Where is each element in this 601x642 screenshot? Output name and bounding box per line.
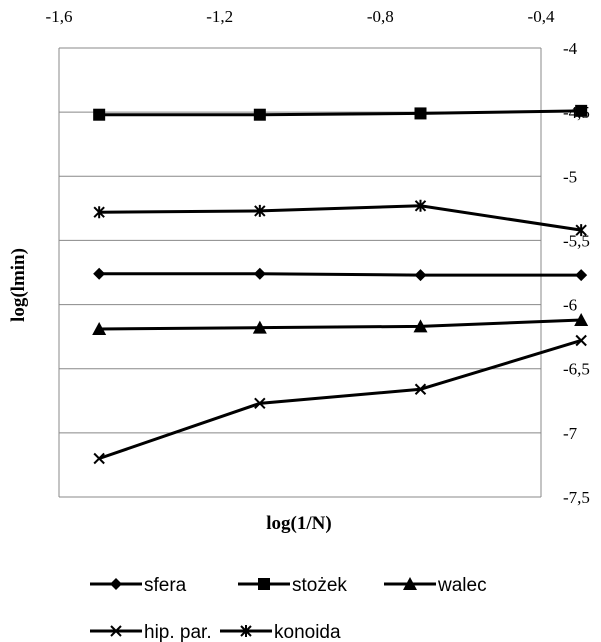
point-marker [254, 109, 266, 121]
y-axis-title: log(lmin) [8, 248, 29, 322]
legend-item: stożek [238, 575, 347, 596]
legend-item: walec [384, 575, 487, 596]
series-group [92, 105, 588, 464]
series-line [99, 340, 581, 458]
y-tick-label: -6 [563, 296, 577, 315]
point-marker [575, 105, 587, 117]
legend-label: stożek [292, 575, 347, 596]
y-tick-label: -4 [563, 39, 578, 58]
legend: sfera stożek walec hip. par. konoida [90, 575, 487, 642]
legend-item: konoida [220, 622, 341, 642]
legend-item: hip. par. [90, 622, 212, 642]
legend-label: konoida [274, 622, 341, 642]
series-sto-ek [93, 105, 587, 121]
y-tick-label: -7,5 [563, 488, 590, 507]
x-tick-labels: -1,6 -1,2 -0,8 -0,4 [46, 7, 555, 26]
x-tick-label: -1,6 [46, 7, 73, 26]
series-konoida [94, 200, 586, 236]
point-marker [93, 109, 105, 121]
point-marker [415, 269, 427, 281]
legend-label: sfera [144, 575, 187, 596]
legend-label: hip. par. [144, 622, 212, 642]
x-tick-label: -0,4 [528, 7, 555, 26]
x-axis-title: log(1/N) [266, 513, 331, 534]
y-tick-label: -6,5 [563, 360, 590, 379]
legend-item: sfera [90, 575, 187, 596]
y-tick-label: -7 [563, 424, 578, 443]
point-marker [575, 269, 587, 281]
series-line [99, 111, 581, 115]
series-line [99, 274, 581, 275]
point-marker [254, 268, 266, 280]
series-line [99, 206, 581, 230]
y-tick-label: -5 [563, 167, 577, 186]
x-tick-label: -0,8 [367, 7, 394, 26]
point-marker [415, 107, 427, 119]
point-marker [258, 578, 270, 590]
legend-label: walec [437, 575, 487, 596]
series-line [99, 320, 581, 329]
series-sfera [93, 268, 587, 281]
series-hip-par- [94, 335, 586, 463]
point-marker [110, 578, 122, 590]
point-marker [93, 268, 105, 280]
x-tick-label: -1,2 [206, 7, 233, 26]
series-walec [92, 313, 588, 335]
